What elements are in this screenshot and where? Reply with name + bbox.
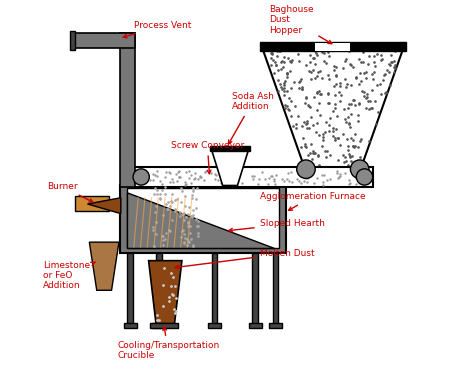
Text: Sloped Hearth: Sloped Hearth — [229, 219, 325, 232]
Text: Agglomeration Furnace: Agglomeration Furnace — [260, 192, 365, 210]
Bar — [70, 31, 75, 50]
Polygon shape — [88, 198, 121, 214]
Text: Screw Conveyor: Screw Conveyor — [171, 141, 244, 174]
Bar — [249, 323, 261, 328]
Text: Baghouse
Dust
Hopper: Baghouse Dust Hopper — [269, 5, 332, 44]
Polygon shape — [211, 150, 249, 186]
Circle shape — [297, 160, 315, 178]
Text: Process Vent: Process Vent — [123, 21, 191, 38]
Text: Limestone
or FeO
Addition: Limestone or FeO Addition — [43, 261, 96, 290]
Bar — [128, 252, 133, 324]
Polygon shape — [128, 193, 274, 249]
Bar — [134, 167, 373, 187]
Text: Cooling/Transportation
Crucible: Cooling/Transportation Crucible — [117, 327, 220, 360]
Bar — [152, 323, 165, 328]
Bar — [128, 189, 278, 248]
Circle shape — [133, 169, 150, 185]
Bar — [150, 323, 178, 328]
Bar — [124, 323, 137, 328]
Bar — [211, 252, 217, 324]
Bar — [208, 323, 221, 328]
Text: Soda Ash
Addition: Soda Ash Addition — [229, 92, 274, 144]
Text: Molten Dust: Molten Dust — [175, 249, 314, 269]
Polygon shape — [261, 46, 404, 172]
Bar — [273, 252, 278, 324]
Polygon shape — [89, 242, 119, 290]
Bar — [120, 185, 286, 253]
Circle shape — [357, 169, 373, 185]
Bar — [156, 252, 162, 324]
Bar — [260, 42, 406, 51]
Bar — [120, 33, 135, 187]
Bar — [75, 196, 109, 211]
Circle shape — [350, 160, 369, 178]
Polygon shape — [149, 261, 182, 324]
Text: Burner: Burner — [47, 182, 93, 202]
Bar — [210, 146, 251, 152]
Bar — [315, 42, 350, 51]
Bar — [73, 33, 135, 48]
Bar — [269, 323, 282, 328]
Bar — [252, 252, 258, 324]
